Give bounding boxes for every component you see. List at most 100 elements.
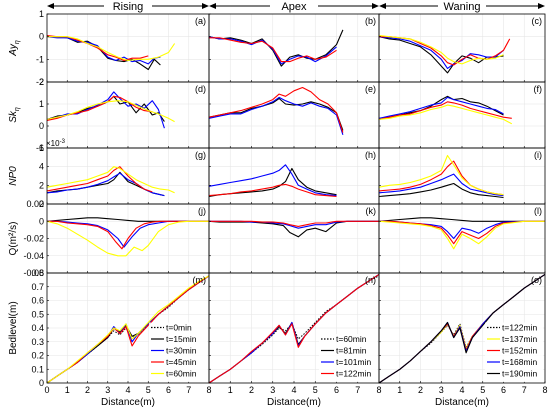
series-line-red xyxy=(47,95,153,122)
y-tick-label: 0 xyxy=(39,216,44,226)
header-bg xyxy=(104,0,152,12)
y-tick-label: 2 xyxy=(39,180,44,190)
y-axis-label: Ayη xyxy=(8,40,21,57)
panel-label: (c) xyxy=(532,16,543,26)
legend-entry: t=60min xyxy=(336,334,367,344)
column-header: Waning xyxy=(379,0,545,13)
x-tick-label: 7 xyxy=(355,385,360,395)
panel-frame xyxy=(378,272,546,384)
y-tick-label: 0 xyxy=(39,32,44,42)
panel-label: (g) xyxy=(195,150,206,160)
x-tick-label: 3 xyxy=(270,385,275,395)
legend-bg xyxy=(149,322,207,382)
y-tick-label: 1 xyxy=(39,99,44,109)
panel-label: (j) xyxy=(198,206,206,216)
series-line-red xyxy=(47,166,153,193)
header-bg xyxy=(438,0,486,12)
panel-label: (e) xyxy=(365,84,376,94)
panel-label: (d) xyxy=(195,84,206,94)
x-tick-label: 3 xyxy=(105,385,110,395)
arrow-right-icon xyxy=(372,3,379,9)
series-line-black xyxy=(379,182,504,199)
series-line-red xyxy=(209,273,379,383)
x-tick-label: 7 xyxy=(522,385,527,395)
x-tick-label: 4 xyxy=(459,385,464,395)
legend-entry: t=137min xyxy=(502,334,537,344)
x-tick-label: 0 xyxy=(44,385,49,395)
series-line-black xyxy=(379,217,545,222)
y-axis-label-text: Q(m²/s) xyxy=(8,222,19,256)
series-line-blue xyxy=(209,36,337,65)
panel: (i) xyxy=(378,147,546,205)
series-group xyxy=(209,164,337,198)
legend-entry: t=60min xyxy=(166,369,197,379)
series-group xyxy=(379,217,545,250)
series-line-yellow xyxy=(47,166,175,194)
series-line-red xyxy=(209,86,344,133)
y-tick-label: -2 xyxy=(36,77,44,87)
y-tick-label: -0.04 xyxy=(23,251,44,261)
x-tick-label: 6 xyxy=(166,385,171,395)
legend-entry: t=168min xyxy=(502,357,537,367)
x-tick-label: 6 xyxy=(334,385,339,395)
x-tick-label: 5 xyxy=(313,385,318,395)
series-group xyxy=(379,154,504,199)
panel-label: (n) xyxy=(365,275,376,285)
y-tick-label: 0 xyxy=(39,199,44,209)
column-header: Rising xyxy=(47,0,209,13)
x-tick-label: 1 xyxy=(65,385,70,395)
x-axis-label: Distance(m) xyxy=(435,397,489,408)
series-line-yellow xyxy=(379,34,504,65)
header-bg xyxy=(270,0,318,12)
x-tick-label: 1 xyxy=(228,385,233,395)
x-tick-label: 2 xyxy=(85,385,90,395)
series-group xyxy=(209,86,344,135)
series-line-red xyxy=(379,36,511,66)
y-tick-label: 4 xyxy=(39,162,44,172)
series-line-yellow xyxy=(47,100,175,123)
panel: (f) xyxy=(378,81,546,149)
series-group xyxy=(47,166,175,197)
series-line-yellow xyxy=(47,220,209,257)
arrow-left-icon xyxy=(209,3,216,9)
x-tick-label: 4 xyxy=(125,385,130,395)
y-tick-label: 1 xyxy=(39,9,44,19)
series-group xyxy=(209,29,344,67)
series-line-black xyxy=(379,273,545,383)
panel-label: (i) xyxy=(534,150,542,160)
panel: (b) xyxy=(208,13,380,83)
y-tick-label: 0.3 xyxy=(31,337,44,347)
column-header: Apex xyxy=(209,0,379,13)
y-tick-label: 0 xyxy=(39,121,44,131)
legend-entry: t=45min xyxy=(166,357,197,367)
series-group xyxy=(379,273,545,383)
y-axis-label: Q(m²/s) xyxy=(8,222,19,256)
series-line-yellow xyxy=(379,104,513,125)
panel-label: (o) xyxy=(531,275,542,285)
x-tick-label: 2 xyxy=(249,385,254,395)
y-axis-label-subscript: η xyxy=(14,40,21,44)
y-axis-label: Skη xyxy=(8,107,21,123)
legend-entry: t=122min xyxy=(502,323,537,333)
series-line-red xyxy=(47,34,149,62)
series-line-black xyxy=(47,95,165,122)
y-tick-label: -0.02 xyxy=(23,234,44,244)
arrow-right-icon xyxy=(538,3,545,9)
series-line-yellow xyxy=(47,275,209,383)
series-line-red xyxy=(47,220,209,250)
series-line-black xyxy=(209,97,344,131)
series-line-blue xyxy=(209,164,337,197)
y-tick-label: 6 xyxy=(39,143,44,153)
panel: (a) xyxy=(46,13,210,83)
series-line-black xyxy=(209,220,379,238)
panel-label: (h) xyxy=(365,150,376,160)
y-tick-label: 0.4 xyxy=(31,323,44,333)
legend-entry: t=152min xyxy=(502,346,537,356)
series-group xyxy=(209,220,379,238)
legend-entry: t=15min xyxy=(166,334,197,344)
y-axis-label-text: Bedlevel(m) xyxy=(8,301,19,354)
